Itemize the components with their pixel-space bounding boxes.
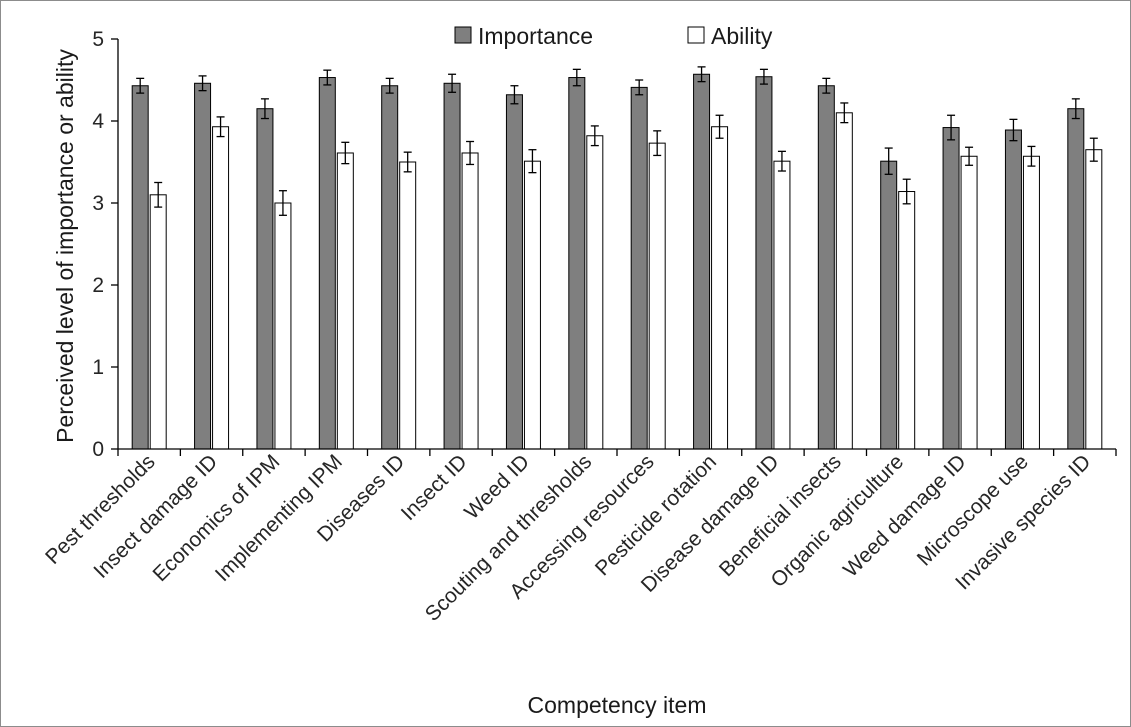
bar-ability [898, 191, 916, 450]
bar-ability [773, 160, 791, 450]
bar-importance [505, 94, 523, 450]
bar-ability [149, 194, 167, 450]
bar-ability [1085, 149, 1103, 450]
legend-swatch-importance [454, 26, 472, 44]
bar-ability [960, 155, 978, 450]
bar-importance [1067, 108, 1085, 450]
bar-importance [381, 85, 399, 450]
legend: Importance Ability [454, 23, 773, 49]
bar-ability [212, 126, 230, 450]
bars-layer [131, 66, 1103, 450]
legend-label-importance: Importance [478, 23, 593, 49]
x-tick-label: Pest thresholds [41, 450, 160, 569]
bar-ability [336, 152, 354, 450]
bar-ability [1022, 155, 1040, 450]
bar-importance [693, 73, 711, 450]
y-tick-label: 1 [92, 356, 104, 379]
bar-ability [274, 202, 292, 450]
bar-ability [586, 135, 604, 450]
y-tick-label: 5 [92, 28, 104, 51]
bar-importance [630, 86, 648, 450]
bar-ability [835, 112, 853, 450]
y-axis-title: Perceived level of importance or ability [52, 49, 78, 443]
bar-ability [399, 161, 417, 450]
x-axis-title: Competency item [528, 692, 707, 718]
y-tick-labels: 0 1 2 3 4 5 [92, 28, 104, 461]
bar-ability [461, 152, 479, 450]
bar-importance [1004, 129, 1022, 450]
bar-importance [318, 77, 336, 450]
bar-importance [568, 77, 586, 450]
bar-importance [817, 85, 835, 450]
bar-importance [880, 160, 898, 450]
bar-ability [648, 142, 666, 450]
bar-importance [942, 127, 960, 450]
bar-importance [755, 76, 773, 450]
bar-importance [256, 108, 274, 450]
bar-ability [523, 160, 541, 450]
bar-importance [194, 82, 212, 450]
y-tick-label: 3 [92, 192, 104, 215]
legend-label-ability: Ability [711, 23, 773, 49]
legend-swatch-ability [687, 26, 705, 44]
y-tick-label: 0 [92, 438, 104, 461]
bar-importance [131, 85, 149, 450]
x-tick-label: Insect ID [397, 450, 472, 525]
x-tick-label: Microscope use [913, 450, 1033, 570]
y-tick-label: 4 [92, 110, 104, 133]
y-tick-label: 2 [92, 274, 104, 297]
bar-ability [711, 126, 729, 450]
axes-layer [111, 38, 1117, 456]
bar-importance [443, 82, 461, 450]
